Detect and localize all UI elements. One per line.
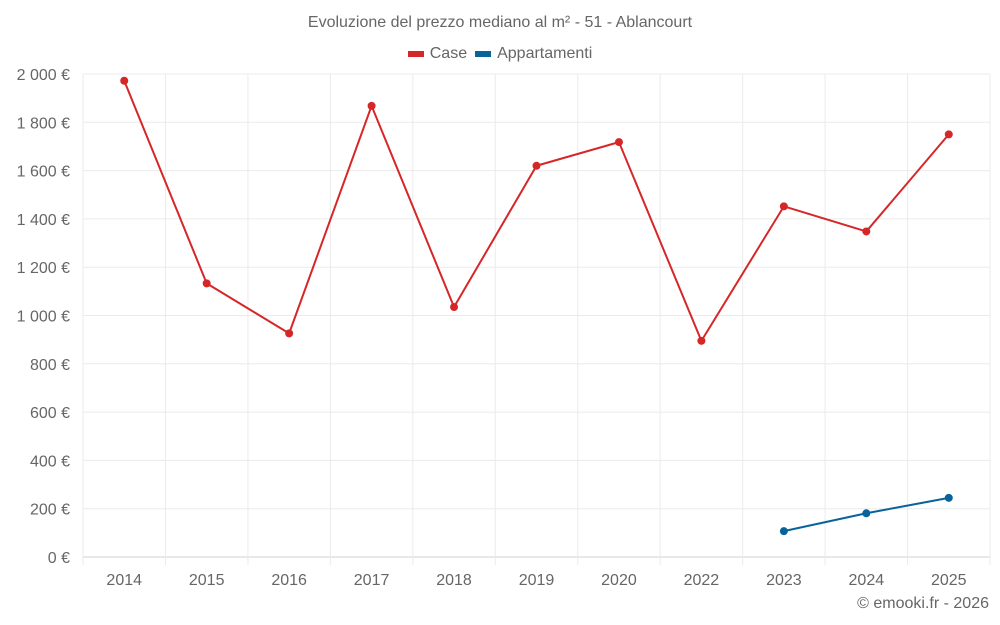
data-point-case bbox=[697, 336, 706, 345]
data-point-case bbox=[120, 76, 129, 85]
data-point-case bbox=[532, 161, 541, 170]
y-tick-label: 1 400 € bbox=[17, 212, 70, 229]
grid bbox=[82, 73, 991, 565]
x-tick-label: 2017 bbox=[354, 572, 390, 589]
chart-title: Evoluzione del prezzo mediano al m² - 51… bbox=[307, 14, 693, 31]
y-tick-label: 1 600 € bbox=[17, 164, 70, 181]
y-tick-label: 1 200 € bbox=[17, 260, 70, 277]
x-tick-label: 2018 bbox=[436, 572, 472, 589]
data-point-case bbox=[779, 202, 788, 211]
x-tick-label: 2016 bbox=[271, 572, 307, 589]
series-layer bbox=[120, 76, 953, 536]
y-tick-label: 2 000 € bbox=[17, 67, 70, 84]
x-tick-label: 2025 bbox=[931, 572, 967, 589]
x-axis: 2014 2015 2016 2017 2018 2019 2020 2022 2023 2024… bbox=[106, 572, 966, 589]
x-tick-label: 2019 bbox=[519, 572, 555, 589]
data-point-case bbox=[285, 329, 294, 338]
data-point-case bbox=[862, 227, 871, 236]
legend-item-appartamenti[interactable]: Appartamenti bbox=[475, 45, 592, 63]
legend-label-appartamenti: Appartamenti bbox=[497, 45, 593, 62]
x-tick-label: 2020 bbox=[601, 572, 637, 589]
legend-item-case[interactable]: Case bbox=[407, 45, 468, 63]
data-point-case bbox=[614, 138, 623, 147]
y-tick-label: 200 € bbox=[30, 502, 70, 519]
x-tick-label: 2015 bbox=[189, 572, 225, 589]
data-point-appartamenti bbox=[944, 493, 953, 502]
data-point-case bbox=[944, 130, 953, 139]
y-tick-label: 400 € bbox=[30, 453, 70, 470]
x-tick-label: 2014 bbox=[106, 572, 142, 589]
y-axis: 0 € 200 € 400 € 600 € 800 € 1 000 € 1 200 € 1 4… bbox=[17, 67, 70, 567]
x-tick-label: 2022 bbox=[684, 572, 720, 589]
y-tick-label: 0 € bbox=[48, 550, 70, 567]
y-tick-label: 600 € bbox=[30, 405, 70, 422]
x-tick-label: 2023 bbox=[766, 572, 802, 589]
legend-label-case: Case bbox=[429, 45, 468, 62]
x-tick-label: 2024 bbox=[849, 572, 885, 589]
y-tick-label: 1 000 € bbox=[17, 309, 70, 326]
y-tick-label: 800 € bbox=[30, 357, 70, 374]
data-point-appartamenti bbox=[779, 527, 788, 536]
data-point-appartamenti bbox=[862, 509, 871, 518]
credit-text: © emooki.fr - 2026 bbox=[857, 595, 989, 612]
y-tick-label: 1 800 € bbox=[17, 115, 70, 132]
data-point-case bbox=[202, 279, 211, 288]
legend-swatch-case bbox=[407, 51, 424, 57]
legend-swatch-appartamenti bbox=[475, 51, 492, 57]
legend: Case Appartamenti bbox=[0, 45, 1000, 63]
data-point-case bbox=[450, 303, 459, 312]
data-point-case bbox=[367, 101, 376, 110]
